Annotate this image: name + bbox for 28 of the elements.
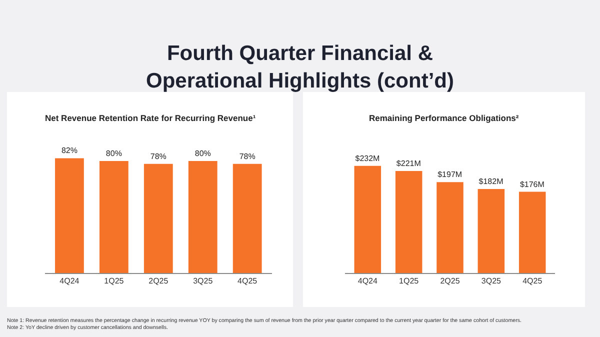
data-label: 78%: [150, 152, 166, 161]
x-tick-label: 4Q25: [522, 276, 543, 286]
data-label: 80%: [194, 149, 211, 158]
data-label: 82%: [61, 146, 78, 156]
data-label: 80%: [106, 149, 122, 158]
x-tick-label: 4Q24: [358, 276, 378, 286]
bar: [395, 171, 422, 273]
bar: [436, 182, 464, 273]
x-tick-label: 2Q25: [148, 276, 169, 286]
x-tick-label: 4Q25: [238, 276, 258, 286]
data-label: 78%: [239, 152, 256, 161]
bar: [478, 189, 505, 273]
data-label: $182M: [478, 177, 504, 186]
bar: [354, 166, 382, 273]
text: Fourth Quarter Financial & Operational Highlights (cont’d): [146, 42, 454, 92]
x-tick-label: 4Q24: [60, 276, 80, 286]
data-label: $197M: [438, 170, 462, 180]
bar: [518, 192, 546, 273]
x-tick-label: 2Q25: [440, 276, 460, 286]
chart-title: Remaining Performance Obligations²: [369, 113, 519, 123]
data-label: $232M: [355, 154, 380, 163]
data-label: $221M: [396, 159, 422, 168]
x-tick-label: 1Q25: [399, 276, 420, 286]
x-tick-label: 3Q25: [193, 276, 214, 286]
x-tick-label: 1Q25: [104, 276, 124, 286]
chart-title: Net Revenue Retention Rate for Recurring Revenue¹: [45, 113, 256, 123]
data-label: $176M: [520, 180, 545, 189]
x-tick-label: 3Q25: [481, 276, 502, 286]
